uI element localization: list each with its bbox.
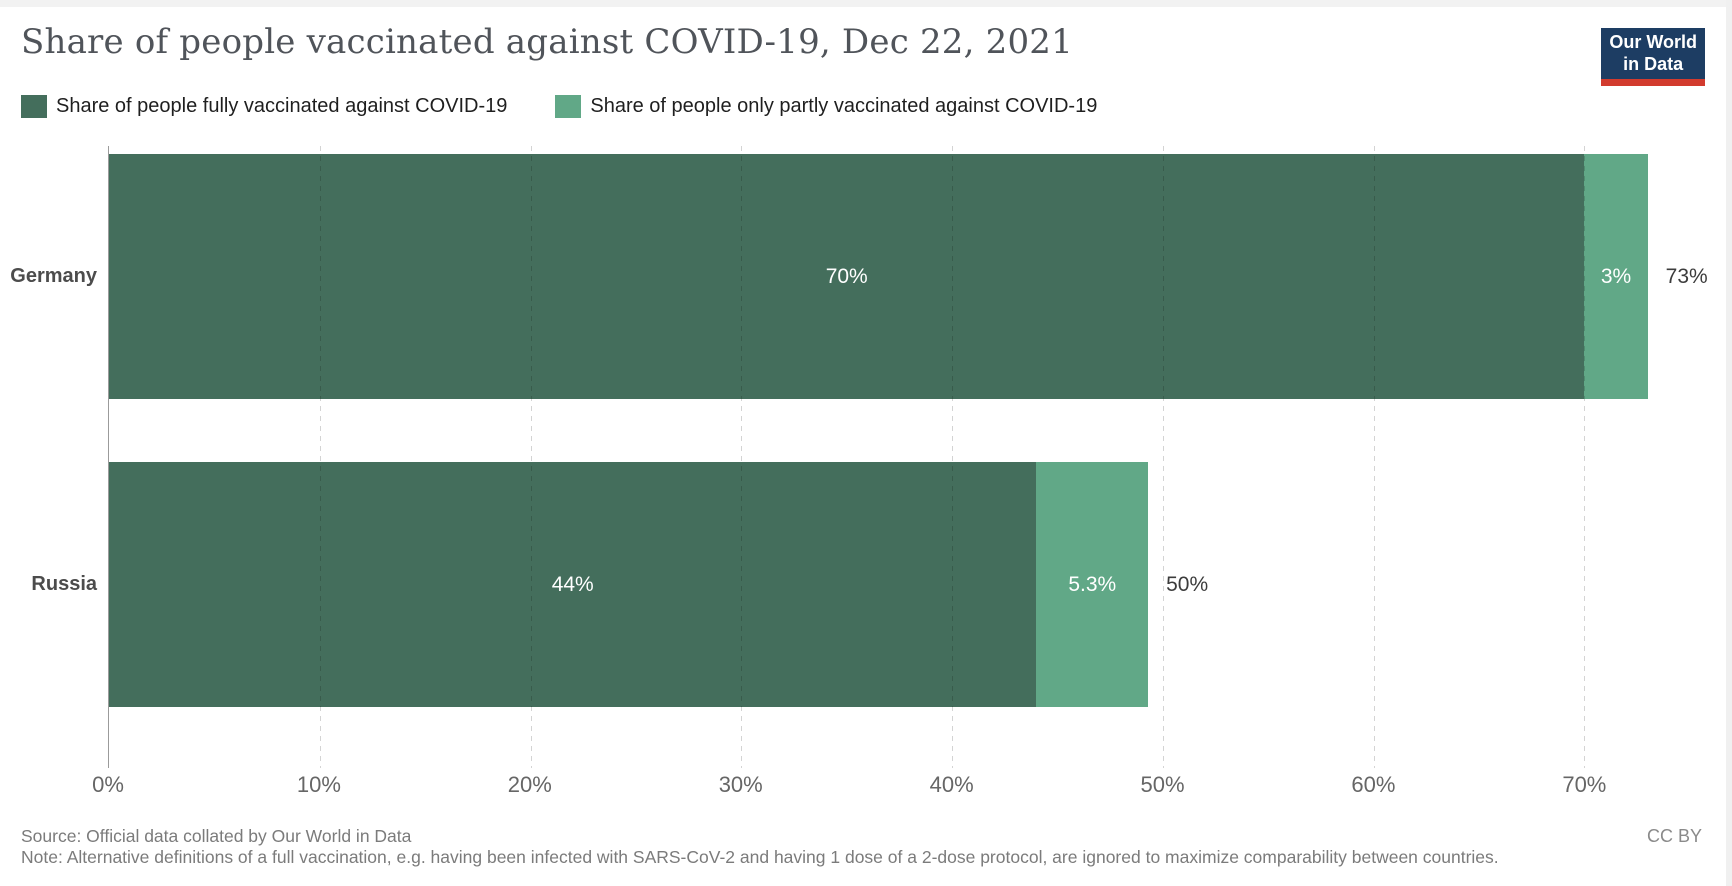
x-axis: 0% 10% 20% 30% 40% 50% 60% 70% <box>92 772 1732 802</box>
bar-fully-germany[interactable]: 70% <box>109 154 1585 399</box>
bar-total-label-russia: 50% <box>1166 572 1209 596</box>
x-tick-20%: 20% <box>507 772 552 797</box>
bar-value-label: 3% <box>1600 264 1632 288</box>
x-tick-70%: 70% <box>1562 772 1607 797</box>
bar-row-germany: Germany 70% 3% 73% <box>10 154 1732 399</box>
category-label-germany: Germany <box>10 265 97 287</box>
owid-logo[interactable]: Our World in Data <box>1601 28 1705 86</box>
x-tick-60%: 60% <box>1351 772 1396 797</box>
owid-logo-line1: Our World <box>1609 32 1697 52</box>
bar-value-label: 44% <box>551 572 594 596</box>
bar-total-label-germany: 73% <box>1665 264 1708 288</box>
legend-swatch-fully <box>21 95 47 118</box>
chart-plot-area: Germany 70% 3% 73% Russia 44% 5.3% 50% <box>10 146 1732 768</box>
x-tick-40%: 40% <box>929 772 974 797</box>
x-tick-0%: 0% <box>92 772 124 797</box>
x-tick-30%: 30% <box>718 772 763 797</box>
license-link[interactable]: CC BY <box>1646 826 1702 846</box>
bar-partly-germany[interactable]: 3% <box>1584 154 1648 399</box>
source-text: Source: Official data collated by Our Wo… <box>21 826 412 846</box>
x-tick-50%: 50% <box>1140 772 1185 797</box>
legend-item-fully: Share of people fully vaccinated against… <box>21 95 507 118</box>
bar-value-label: 5.3% <box>1068 572 1117 596</box>
page-top-strip <box>0 0 1732 7</box>
legend-item-partly: Share of people only partly vaccinated a… <box>555 95 1097 118</box>
page-right-strip <box>1726 0 1732 886</box>
bar-row-russia: Russia 44% 5.3% 50% <box>31 462 1732 707</box>
bar-value-label: 70% <box>825 264 868 288</box>
legend-label-fully: Share of people fully vaccinated against… <box>56 95 508 117</box>
legend-swatch-partly <box>555 95 582 118</box>
note-text: Note: Alternative definitions of a full … <box>21 847 1499 867</box>
x-tick-10%: 10% <box>296 772 341 797</box>
chart-legend: Share of people fully vaccinated against… <box>21 95 1097 118</box>
category-label-russia: Russia <box>31 573 97 595</box>
bar-fully-russia[interactable]: 44% <box>109 462 1037 707</box>
page-title: Share of people vaccinated against COVID… <box>21 22 1073 62</box>
owid-logo-line2: in Data <box>1623 53 1684 74</box>
legend-label-partly: Share of people only partly vaccinated a… <box>590 95 1098 117</box>
bar-partly-russia[interactable]: 5.3% <box>1036 462 1149 707</box>
